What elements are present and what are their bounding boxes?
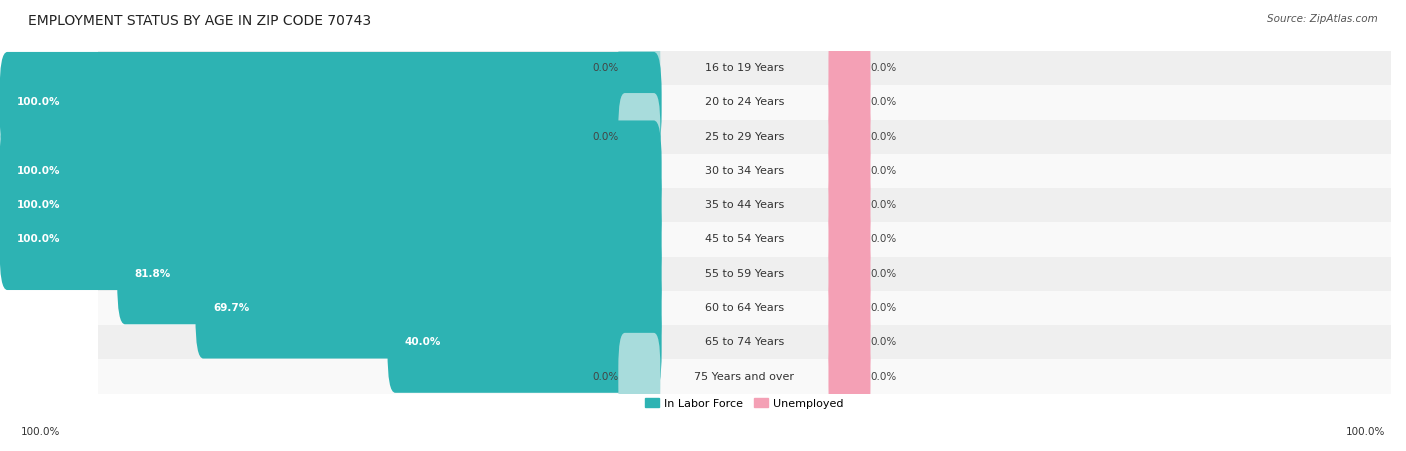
Legend: In Labor Force, Unemployed: In Labor Force, Unemployed: [645, 398, 844, 409]
Bar: [98, 359, 1391, 394]
FancyBboxPatch shape: [388, 292, 662, 393]
FancyBboxPatch shape: [828, 127, 870, 215]
FancyBboxPatch shape: [828, 264, 870, 352]
Text: 40.0%: 40.0%: [405, 337, 441, 347]
Text: 0.0%: 0.0%: [870, 303, 897, 313]
FancyBboxPatch shape: [828, 93, 870, 180]
FancyBboxPatch shape: [0, 52, 662, 153]
Bar: [98, 188, 1391, 222]
FancyBboxPatch shape: [619, 333, 661, 420]
Text: 0.0%: 0.0%: [870, 63, 897, 73]
Text: 65 to 74 Years: 65 to 74 Years: [704, 337, 785, 347]
Text: 20 to 24 Years: 20 to 24 Years: [704, 97, 785, 107]
Bar: [98, 257, 1391, 291]
Bar: [98, 222, 1391, 257]
Text: 100.0%: 100.0%: [21, 428, 60, 437]
FancyBboxPatch shape: [0, 189, 662, 290]
FancyBboxPatch shape: [828, 299, 870, 386]
Text: 0.0%: 0.0%: [870, 337, 897, 347]
Text: 100.0%: 100.0%: [17, 166, 60, 176]
Bar: [98, 51, 1391, 85]
Text: Source: ZipAtlas.com: Source: ZipAtlas.com: [1267, 14, 1378, 23]
FancyBboxPatch shape: [619, 93, 661, 180]
FancyBboxPatch shape: [619, 24, 661, 112]
FancyBboxPatch shape: [828, 161, 870, 249]
Text: 25 to 29 Years: 25 to 29 Years: [704, 132, 785, 142]
Bar: [98, 85, 1391, 120]
Text: 0.0%: 0.0%: [870, 235, 897, 244]
Text: 100.0%: 100.0%: [17, 235, 60, 244]
FancyBboxPatch shape: [195, 258, 662, 359]
Text: 0.0%: 0.0%: [870, 269, 897, 279]
Text: 100.0%: 100.0%: [17, 200, 60, 210]
FancyBboxPatch shape: [828, 333, 870, 420]
Bar: [98, 325, 1391, 359]
Text: 35 to 44 Years: 35 to 44 Years: [704, 200, 785, 210]
Bar: [98, 291, 1391, 325]
FancyBboxPatch shape: [828, 59, 870, 146]
FancyBboxPatch shape: [828, 230, 870, 318]
Text: 0.0%: 0.0%: [870, 200, 897, 210]
Text: 0.0%: 0.0%: [870, 166, 897, 176]
Text: 0.0%: 0.0%: [870, 372, 897, 382]
FancyBboxPatch shape: [0, 155, 662, 256]
Text: 0.0%: 0.0%: [592, 63, 619, 73]
Text: 0.0%: 0.0%: [870, 132, 897, 142]
Text: 0.0%: 0.0%: [870, 97, 897, 107]
Text: 0.0%: 0.0%: [592, 372, 619, 382]
Text: 30 to 34 Years: 30 to 34 Years: [704, 166, 785, 176]
Text: 16 to 19 Years: 16 to 19 Years: [704, 63, 785, 73]
Text: 55 to 59 Years: 55 to 59 Years: [704, 269, 785, 279]
FancyBboxPatch shape: [0, 120, 662, 221]
FancyBboxPatch shape: [117, 223, 662, 324]
Text: 100.0%: 100.0%: [17, 97, 60, 107]
Text: 75 Years and over: 75 Years and over: [695, 372, 794, 382]
Text: EMPLOYMENT STATUS BY AGE IN ZIP CODE 70743: EMPLOYMENT STATUS BY AGE IN ZIP CODE 707…: [28, 14, 371, 28]
FancyBboxPatch shape: [828, 24, 870, 112]
Bar: [98, 154, 1391, 188]
FancyBboxPatch shape: [828, 196, 870, 283]
Text: 45 to 54 Years: 45 to 54 Years: [704, 235, 785, 244]
Text: 60 to 64 Years: 60 to 64 Years: [704, 303, 785, 313]
Text: 81.8%: 81.8%: [135, 269, 172, 279]
Text: 0.0%: 0.0%: [592, 132, 619, 142]
Bar: [98, 120, 1391, 154]
Text: 69.7%: 69.7%: [212, 303, 249, 313]
Text: 100.0%: 100.0%: [1346, 428, 1385, 437]
